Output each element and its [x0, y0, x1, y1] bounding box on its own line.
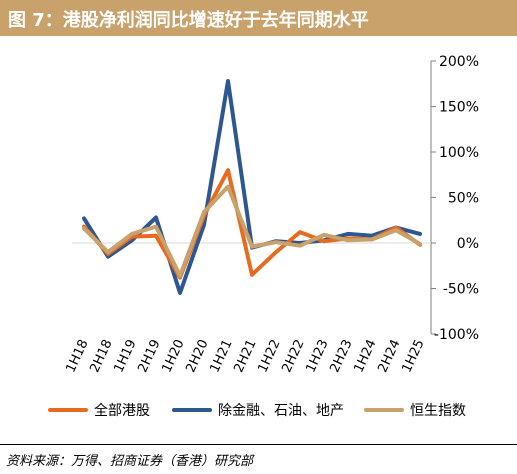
legend-label-all-hk: 全部港股 [94, 403, 150, 419]
legend-swatch-ex-fin [172, 408, 212, 412]
series-layer [82, 79, 422, 295]
source-note: 资料来源：万得、招商证券（香港）研究部 [6, 454, 254, 469]
legend-swatch-hsi [364, 408, 404, 412]
title-bar: 图 7：港股净利润同比增速好于去年同期水平 [0, 0, 517, 36]
y-tick-label: 150% [439, 100, 479, 116]
y-tick-label: 100% [439, 145, 479, 161]
legend-item-hsi: 恒生指数 [364, 400, 466, 420]
legend: 全部港股 除金融、石油、地产 恒生指数 [48, 400, 508, 420]
series-line-1 [82, 79, 422, 295]
legend-label-ex-fin: 除金融、石油、地产 [218, 403, 344, 419]
y-axis: 200% 150% 100% 50% 0% -50% -100% [72, 54, 479, 343]
line-chart: 200% 150% 100% 50% 0% -50% -100% 1H182H181H192… [63, 54, 479, 375]
source-divider [0, 444, 517, 445]
x-axis-labels: 1H182H181H192H191H202H201H212H211H222H22… [63, 337, 427, 375]
legend-label-hsi: 恒生指数 [410, 403, 466, 419]
chart-title: 图 7：港股净利润同比增速好于去年同期水平 [8, 10, 369, 31]
x-tick-label: 1H25 [399, 337, 427, 375]
legend-swatch-all-hk [48, 408, 88, 412]
y-tick-label: 200% [439, 54, 479, 70]
y-tick-label: -50% [443, 282, 479, 298]
y-tick-label: 0% [457, 236, 479, 252]
series-line-0 [82, 168, 422, 280]
series-line-2 [82, 184, 422, 278]
y-tick-label: 50% [448, 191, 479, 207]
legend-item-all-hk: 全部港股 [48, 400, 150, 420]
y-tick-label: -100% [434, 327, 479, 343]
legend-item-ex-fin: 除金融、石油、地产 [172, 400, 344, 420]
